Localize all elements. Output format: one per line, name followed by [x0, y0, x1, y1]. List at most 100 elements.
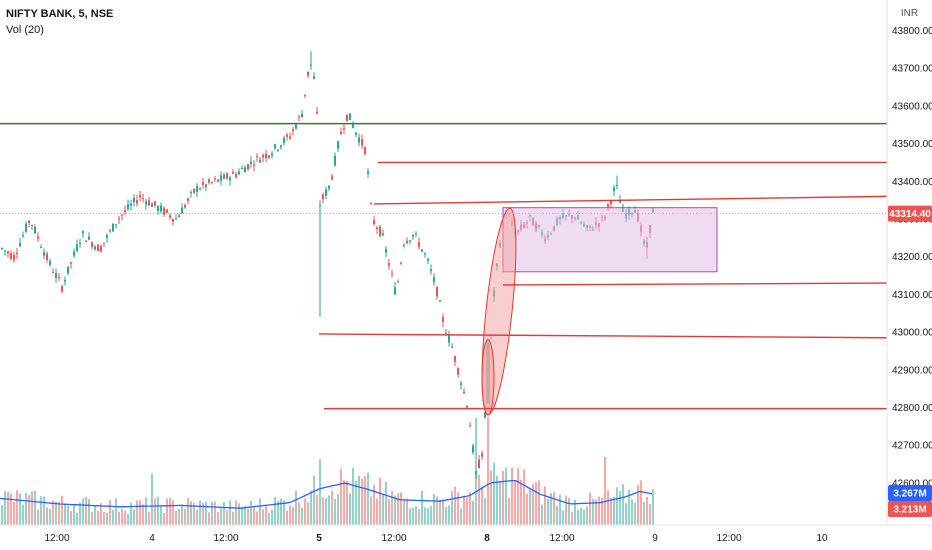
candle-body [262, 154, 264, 158]
volume-bar [277, 501, 279, 525]
candle-body [133, 197, 135, 203]
volume-bar [328, 495, 330, 525]
volume-bar [49, 508, 51, 525]
axis-value-labels: 43314.40 3.267M 3.213M [888, 205, 932, 517]
candle-body [7, 251, 9, 254]
trendline-drawings[interactable] [0, 122, 888, 416]
volume-bar [25, 492, 27, 525]
candle-body [463, 391, 465, 393]
volume-bar [58, 501, 60, 525]
candle-body [25, 223, 27, 232]
candle-body [37, 236, 39, 239]
volume-indicator-title[interactable]: Vol (20) [6, 24, 44, 36]
volume-bar [307, 502, 309, 525]
volume-bar [400, 492, 402, 525]
candle-body [199, 188, 201, 190]
volume-bar [496, 475, 498, 525]
symbol-title[interactable]: NIFTY BANK, 5, NSE [6, 8, 114, 20]
volume-bar [631, 499, 633, 525]
volume-ma-label-bg [888, 485, 932, 501]
volume-bar [415, 506, 417, 525]
candle-body [1, 248, 3, 250]
volume-ma-line [0, 479, 653, 509]
currency-label: INR [900, 8, 919, 19]
volume-bar [514, 481, 516, 525]
volume-bar [484, 498, 486, 525]
volume-bar [115, 498, 117, 525]
volume-bar [550, 493, 552, 525]
candle-body [73, 251, 75, 256]
volume-bar [28, 494, 30, 525]
candle-body [211, 182, 213, 184]
candle-body [409, 240, 411, 242]
volume-bar [172, 500, 174, 525]
candle-body [118, 218, 120, 220]
candle-body [613, 187, 615, 191]
candle-body [19, 243, 21, 247]
volume-bar [16, 490, 18, 525]
volume-bar [145, 497, 147, 525]
candle-body [229, 177, 231, 181]
price-axis[interactable]: 42600.00 42700.00 42800.00 42900.00 43000.00… [886, 0, 932, 525]
volume-bar [274, 497, 276, 525]
candle-body [187, 198, 189, 201]
volume-bar [139, 500, 141, 525]
volume-bar [295, 490, 297, 525]
price-tick-label: 42900.00 [892, 365, 932, 376]
volume-bar [127, 513, 129, 525]
candle-body [445, 333, 447, 335]
time-tick-label: 12:00 [716, 533, 741, 544]
candle-body [397, 281, 399, 283]
volume-bar [223, 501, 225, 525]
candle-body [403, 244, 405, 246]
candle-body [253, 164, 255, 167]
volume-bar [388, 499, 390, 525]
volume-bar [133, 509, 135, 525]
volume-bar [409, 508, 411, 525]
volume-bar [364, 475, 366, 525]
volume-bar [271, 509, 273, 525]
candle-body [379, 226, 381, 236]
volume-bar [169, 497, 171, 525]
candle-body [61, 286, 63, 292]
time-tick-label: 8 [484, 533, 490, 544]
candle-body [214, 178, 216, 180]
candle-body [205, 184, 207, 188]
candle-body [94, 246, 96, 250]
candle-body [361, 139, 363, 146]
candle-body [172, 218, 174, 222]
candle-body [472, 445, 474, 453]
price-tick-label: 43800.00 [892, 26, 932, 37]
volume-bar [253, 505, 255, 525]
volume-bar [487, 416, 489, 525]
candle-body [442, 317, 444, 323]
volume-bar [334, 498, 336, 525]
candle-body [232, 171, 234, 174]
candle-body [292, 129, 294, 132]
volume-bar [451, 490, 453, 525]
volume-bar [34, 490, 36, 525]
candle-body [52, 272, 54, 274]
volume-bar [541, 504, 543, 525]
volume-bar [259, 498, 261, 525]
price-tick-label: 42800.00 [892, 403, 932, 414]
candle-body [337, 141, 339, 149]
candle-body [430, 269, 432, 272]
candle-body [235, 174, 237, 178]
volume-bar [460, 508, 462, 525]
candle-body [70, 262, 72, 264]
volume-bar [19, 493, 21, 525]
volume-bar [67, 505, 69, 525]
volume-bar [283, 500, 285, 525]
volume-bar [394, 495, 396, 525]
candle-body [478, 459, 480, 469]
time-axis[interactable]: 12:00 4 12:00 5 12:00 8 12:00 9 12:00 10 [0, 524, 932, 544]
candle-body [433, 277, 435, 282]
volume-bar [547, 499, 549, 525]
candle-body [13, 255, 15, 261]
volume-bar [532, 484, 534, 525]
candle-body [373, 220, 375, 225]
candle-body [49, 260, 51, 265]
volume-bar [202, 502, 204, 525]
